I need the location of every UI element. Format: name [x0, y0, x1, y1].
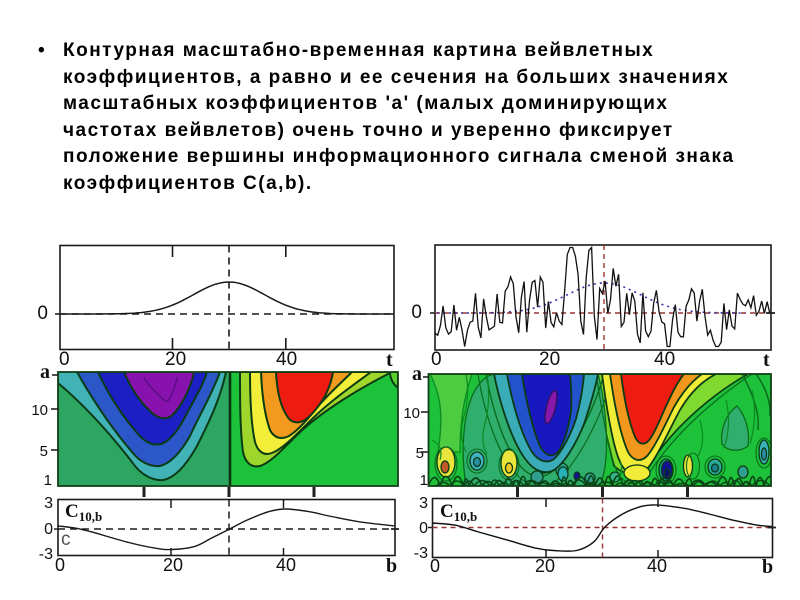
- svg-text:10: 10: [403, 405, 420, 422]
- svg-text:b: b: [386, 555, 397, 577]
- svg-text:3: 3: [44, 495, 53, 512]
- svg-text:0: 0: [59, 349, 70, 370]
- svg-text:20: 20: [163, 555, 183, 575]
- svg-text:-3: -3: [414, 545, 428, 562]
- svg-text:1: 1: [420, 472, 428, 489]
- svg-text:C10,b: C10,b: [440, 501, 477, 524]
- svg-text:3: 3: [419, 495, 428, 512]
- svg-text:0: 0: [44, 521, 53, 538]
- svg-text:0: 0: [55, 555, 65, 575]
- svg-text:a: a: [412, 363, 422, 385]
- svg-text:0: 0: [419, 520, 428, 537]
- svg-text:0: 0: [430, 556, 440, 576]
- svg-text:20: 20: [165, 349, 186, 370]
- svg-text:1: 1: [44, 472, 52, 489]
- svg-text:b: b: [762, 556, 773, 578]
- svg-text:40: 40: [276, 349, 297, 370]
- svg-text:0: 0: [431, 349, 442, 370]
- svg-text:0: 0: [411, 302, 422, 323]
- svg-text:40: 40: [654, 349, 675, 370]
- svg-text:20: 20: [539, 349, 560, 370]
- svg-text:20: 20: [535, 556, 555, 576]
- svg-text:t: t: [763, 349, 770, 371]
- svg-text:C10,b: C10,b: [65, 501, 102, 524]
- svg-text:40: 40: [647, 556, 667, 576]
- svg-text:40: 40: [276, 555, 296, 575]
- svg-text:10: 10: [31, 402, 48, 419]
- svg-text:5: 5: [416, 445, 424, 462]
- svg-text:t: t: [386, 349, 393, 371]
- svg-text:-3: -3: [39, 546, 53, 563]
- svg-text:c: c: [61, 529, 71, 550]
- svg-text:5: 5: [40, 443, 48, 460]
- svg-text:0: 0: [37, 303, 48, 324]
- svg-text:a: a: [40, 361, 50, 383]
